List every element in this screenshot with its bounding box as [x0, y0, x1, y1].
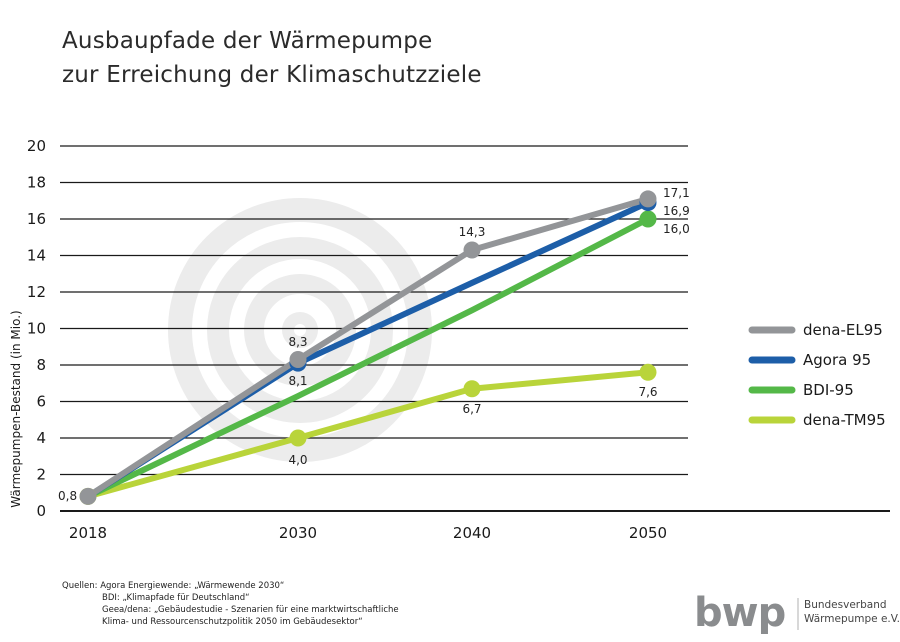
data-label: 16,9: [663, 204, 690, 218]
x-tick-label: 2050: [629, 524, 667, 542]
sources-note: Quellen: Agora Energiewende: „Wärmewende…: [62, 580, 399, 628]
data-point: [639, 363, 657, 381]
x-tick-label: 2030: [279, 524, 317, 542]
logo-name-line: Bundesverband: [804, 599, 887, 611]
data-points: [79, 190, 657, 505]
watermark-ring: [168, 198, 432, 462]
x-tick-label: 2018: [69, 524, 107, 542]
series-line-0: [85, 195, 651, 500]
bwp-logo: bwp: [694, 592, 799, 634]
data-label: 8,1: [288, 374, 307, 388]
y-tick-label: 2: [36, 466, 46, 484]
y-axis-label: Wärmepumpen-Bestand (in Mio.): [9, 310, 23, 507]
legend-label: dena-EL95: [803, 321, 883, 339]
legend-label: Agora 95: [803, 351, 871, 369]
y-tick-label: 14: [27, 247, 46, 265]
x-tick-label: 2040: [453, 524, 491, 542]
data-point: [463, 241, 481, 259]
data-label: 6,7: [462, 402, 481, 416]
data-point: [639, 210, 657, 228]
data-label: 16,0: [663, 222, 690, 236]
line-chart: 0 2 4 6 8 10 12 14 16 18 20 2018 2030 2040 2050 Wärme…: [9, 137, 890, 542]
logo-organisation-name: Bundesverband Wärmepumpe e.V.: [804, 598, 900, 626]
series-line-2: [85, 216, 651, 500]
y-tick-label: 8: [36, 356, 46, 374]
data-label: 7,6: [638, 385, 657, 399]
y-tick-label: 16: [27, 210, 46, 228]
series-line-3: [85, 369, 651, 500]
logo-mark: bwp: [694, 592, 785, 634]
source-line: Quellen: Agora Energiewende: „Wärmewende…: [62, 581, 285, 591]
data-point: [639, 190, 657, 208]
y-tick-label: 0: [36, 502, 46, 520]
data-point: [289, 429, 307, 447]
data-label: 14,3: [459, 225, 486, 239]
logo-name-line: Wärmepumpe e.V.: [804, 613, 900, 625]
legend: dena-EL95 Agora 95 BDI-95 dena-TM95: [748, 321, 886, 429]
y-tick-label: 10: [27, 320, 46, 338]
legend-label: dena-TM95: [803, 411, 886, 429]
x-axis-ticks: 2018 2030 2040 2050: [69, 524, 667, 542]
data-point: [463, 380, 481, 398]
data-label: 4,0: [288, 453, 307, 467]
data-point: [289, 351, 307, 369]
chart-title-line-1: Ausbaupfade der Wärmepumpe: [62, 28, 433, 54]
y-tick-label: 18: [27, 174, 46, 192]
source-line: Geea/dena: „Gebäudestudie - Szenarien fü…: [102, 605, 399, 615]
spiral-watermark: [168, 198, 432, 462]
chart-title-line-2: zur Erreichung der Klimaschutzziele: [62, 62, 482, 88]
data-labels: 0,8 8,3 8,1 14,3 17,1 16,9 16,0 4,0 6,7 7,6: [58, 186, 690, 503]
source-line: BDI: „Klimapfade für Deutschland“: [102, 593, 250, 603]
data-point: [79, 487, 97, 505]
data-label: 0,8: [58, 489, 77, 503]
y-tick-label: 4: [36, 429, 46, 447]
y-tick-label: 20: [27, 137, 46, 155]
series-lines: [85, 195, 651, 500]
data-label: 8,3: [288, 335, 307, 349]
source-line: Klima- und Ressourcenschutzpolitik 2050 …: [102, 617, 363, 627]
data-label: 17,1: [663, 186, 690, 200]
y-axis-ticks: 0 2 4 6 8 10 12 14 16 18 20: [27, 137, 46, 520]
watermark-ring: [282, 312, 318, 348]
y-tick-label: 12: [27, 283, 46, 301]
watermark-ring: [207, 237, 393, 423]
legend-label: BDI-95: [803, 381, 854, 399]
y-tick-label: 6: [36, 393, 46, 411]
